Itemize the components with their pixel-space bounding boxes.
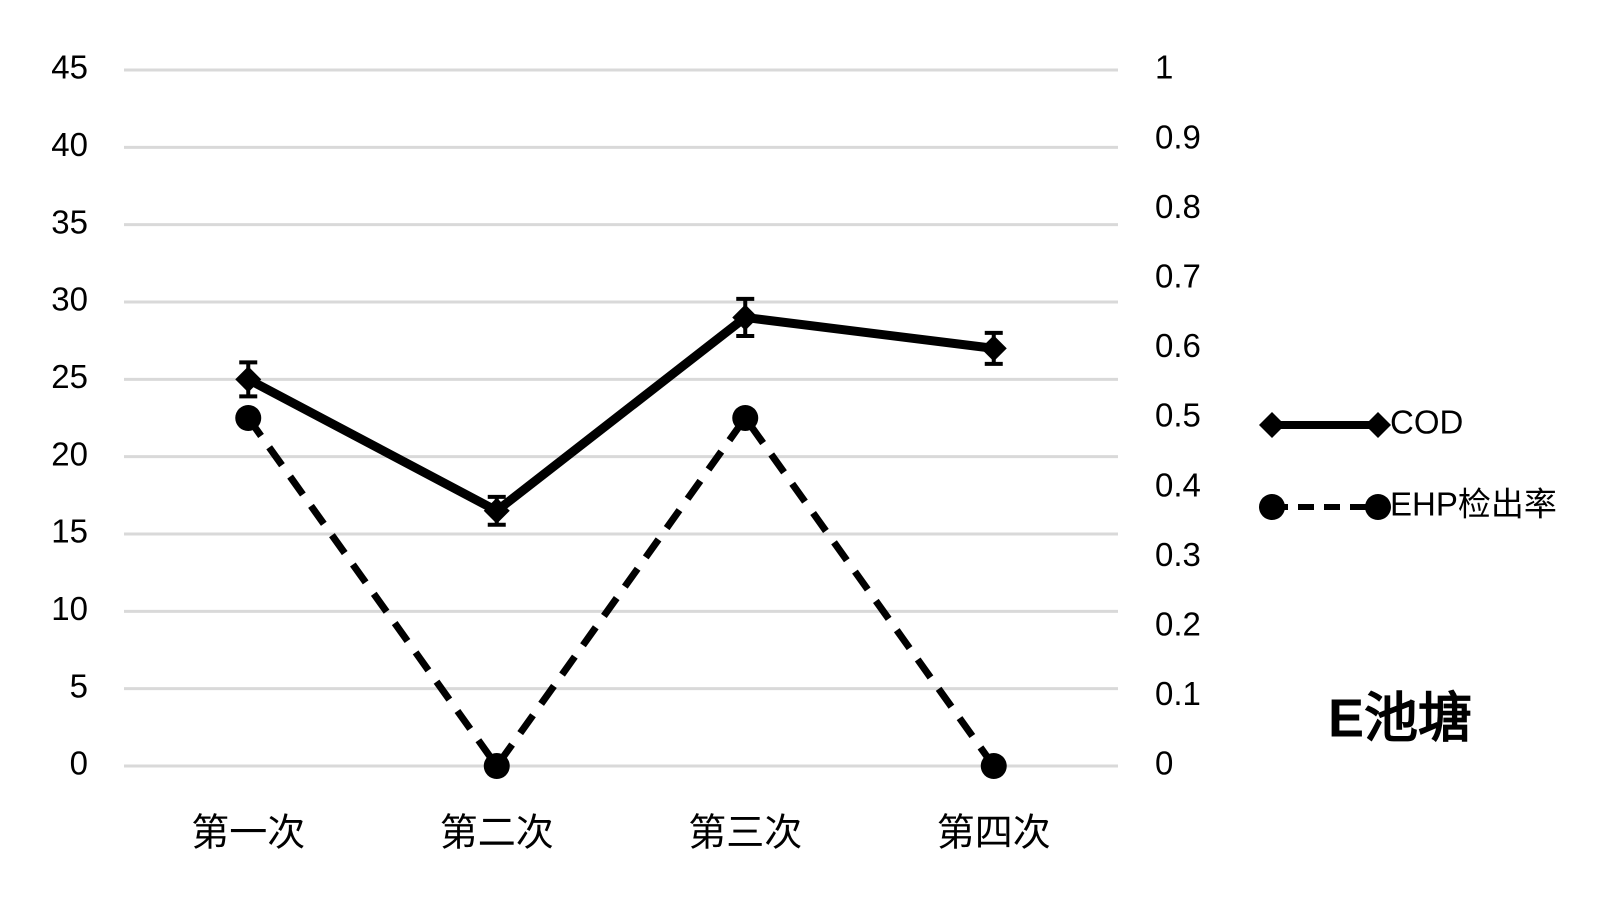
y-tick-label: 10	[51, 590, 88, 627]
legend-label: EHP检出率	[1390, 486, 1557, 523]
y2-tick-label: 0.4	[1155, 466, 1201, 503]
y-tick-label: 40	[51, 126, 88, 163]
legend-marker	[1259, 494, 1285, 520]
y-tick-label: 25	[51, 358, 88, 395]
y2-tick-label: 0.5	[1155, 397, 1201, 434]
y2-tick-label: 0	[1155, 745, 1173, 782]
data-point	[483, 497, 510, 524]
legend-label: COD	[1390, 404, 1463, 441]
y-tick-label: 30	[51, 281, 88, 318]
y-tick-label: 0	[70, 745, 88, 782]
y2-tick-label: 0.7	[1155, 258, 1201, 295]
y-tick-label: 35	[51, 203, 88, 240]
y2-tick-label: 0.9	[1155, 118, 1201, 155]
y2-tick-label: 0.3	[1155, 536, 1201, 573]
legend-marker	[1259, 412, 1285, 438]
x-tick-label: 第二次	[440, 811, 554, 855]
series-line	[246, 312, 995, 517]
y-tick-label: 45	[51, 49, 88, 86]
data-point	[483, 753, 510, 779]
data-point	[235, 405, 262, 431]
y2-tick-label: 0.1	[1155, 675, 1201, 712]
y-tick-label: 15	[51, 513, 88, 550]
y-tick-label: 5	[70, 667, 88, 704]
series-line	[245, 411, 997, 773]
data-point	[732, 304, 759, 331]
y-tick-label: 20	[51, 435, 88, 472]
data-point	[235, 366, 262, 393]
data-point	[980, 335, 1007, 362]
legend-marker	[1365, 412, 1391, 438]
y2-tick-label: 0.6	[1155, 327, 1201, 364]
chart-title: E池塘	[1328, 688, 1472, 748]
y2-tick-label: 1	[1155, 49, 1173, 86]
data-point	[732, 405, 759, 431]
x-tick-label: 第四次	[937, 811, 1051, 855]
y2-tick-label: 0.8	[1155, 188, 1201, 225]
x-tick-label: 第一次	[191, 811, 305, 855]
y2-tick-label: 0.2	[1155, 606, 1201, 643]
x-tick-label: 第三次	[688, 811, 802, 855]
data-point	[980, 753, 1007, 779]
legend-marker	[1365, 494, 1391, 520]
